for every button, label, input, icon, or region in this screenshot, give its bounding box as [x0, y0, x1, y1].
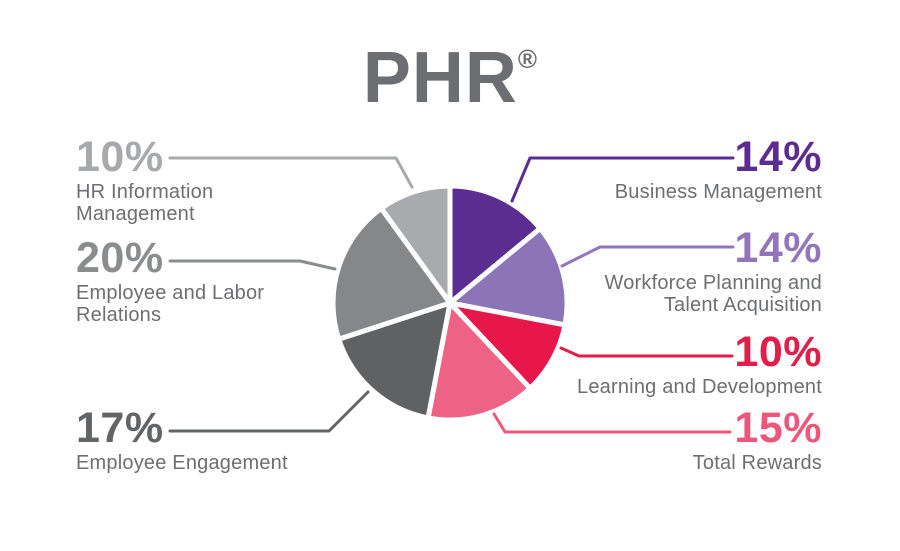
- callout-label-line: Employee and Labor: [76, 282, 265, 304]
- callout-line-2: [559, 346, 734, 358]
- callout-label: Workforce Planning and Talent Acquisitio…: [605, 272, 823, 316]
- callout-label-line: Total Rewards: [692, 452, 822, 474]
- callout-line-1: [560, 245, 735, 268]
- callout-business-management: 14% Business Management: [615, 133, 822, 204]
- pie-slice-1: [447, 225, 570, 328]
- callout-learning-development: 10% Learning and Development: [577, 328, 822, 399]
- callout-label-line: HR Information: [76, 181, 214, 203]
- callout-label-line: Learning and Development: [577, 376, 822, 398]
- title-text: PHR: [362, 38, 518, 118]
- registered-trademark: ®: [517, 44, 538, 74]
- callout-line-6: [168, 156, 414, 189]
- callout-label: Total Rewards: [693, 452, 822, 474]
- percent-value: 15%: [734, 404, 822, 452]
- percent-value: 10%: [76, 133, 164, 181]
- callout-line-5: [168, 259, 337, 271]
- callout-label-line: Business Management: [614, 181, 822, 203]
- callout-label-line: Employee Engagement: [76, 452, 288, 474]
- callout-employee-engagement: 17% Employee Engagement: [76, 404, 288, 475]
- callout-workforce-planning: 14% Workforce Planning and Talent Acquis…: [605, 224, 823, 317]
- callout-label: Learning and Development: [577, 376, 822, 398]
- callout-label-line: Talent Acquisition: [663, 294, 822, 316]
- percent-value: 17%: [76, 404, 164, 452]
- callout-label: Employee and Labor Relations: [76, 282, 264, 326]
- callout-label: Business Management: [615, 181, 822, 203]
- callout-label: HR Information Management: [76, 181, 213, 225]
- percent-value: 14%: [734, 224, 822, 272]
- page-title: PHR®: [0, 42, 900, 114]
- callout-line-3: [492, 412, 732, 434]
- pie-slice-0: [447, 183, 543, 306]
- percent-value: 14%: [734, 133, 822, 181]
- callout-line-0: [510, 156, 735, 203]
- callout-label-line: Management: [76, 203, 195, 225]
- percent-value: 10%: [734, 328, 822, 376]
- callout-label-line: Workforce Planning and: [604, 272, 822, 294]
- pie-slice-6: [378, 183, 453, 306]
- callout-line-4: [168, 390, 370, 433]
- percent-value: 20%: [76, 234, 164, 282]
- callout-label-line: Relations: [76, 304, 162, 326]
- callout-hr-information-management: 10% HR Information Management: [76, 133, 213, 226]
- pie-slice-3: [425, 300, 533, 423]
- callout-label: Employee Engagement: [76, 452, 288, 474]
- callout-total-rewards: 15% Total Rewards: [693, 404, 822, 475]
- callout-employee-labor-relations: 20% Employee and Labor Relations: [76, 234, 264, 327]
- pie-slice-5: [330, 205, 453, 342]
